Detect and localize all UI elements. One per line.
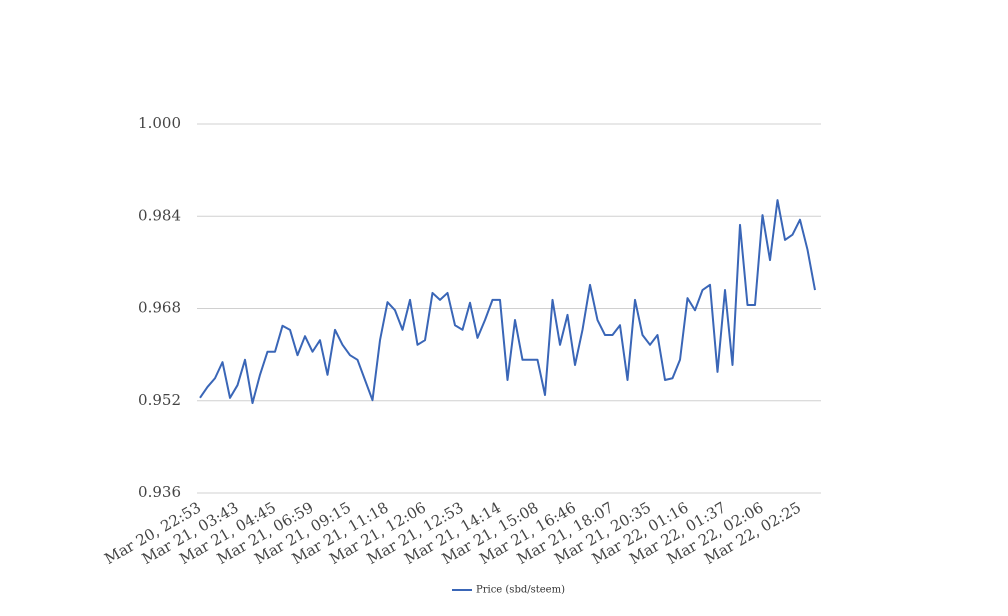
line-series bbox=[199, 199, 816, 405]
y-tick-label: 0.968 bbox=[138, 299, 181, 317]
y-tick-label: 0.984 bbox=[138, 206, 181, 224]
legend-label: Price (sbd/steem) bbox=[476, 585, 565, 596]
y-tick-label: 1.000 bbox=[138, 114, 181, 132]
y-tick-label: 0.952 bbox=[138, 391, 181, 409]
y-tick-label: 0.936 bbox=[138, 483, 181, 501]
